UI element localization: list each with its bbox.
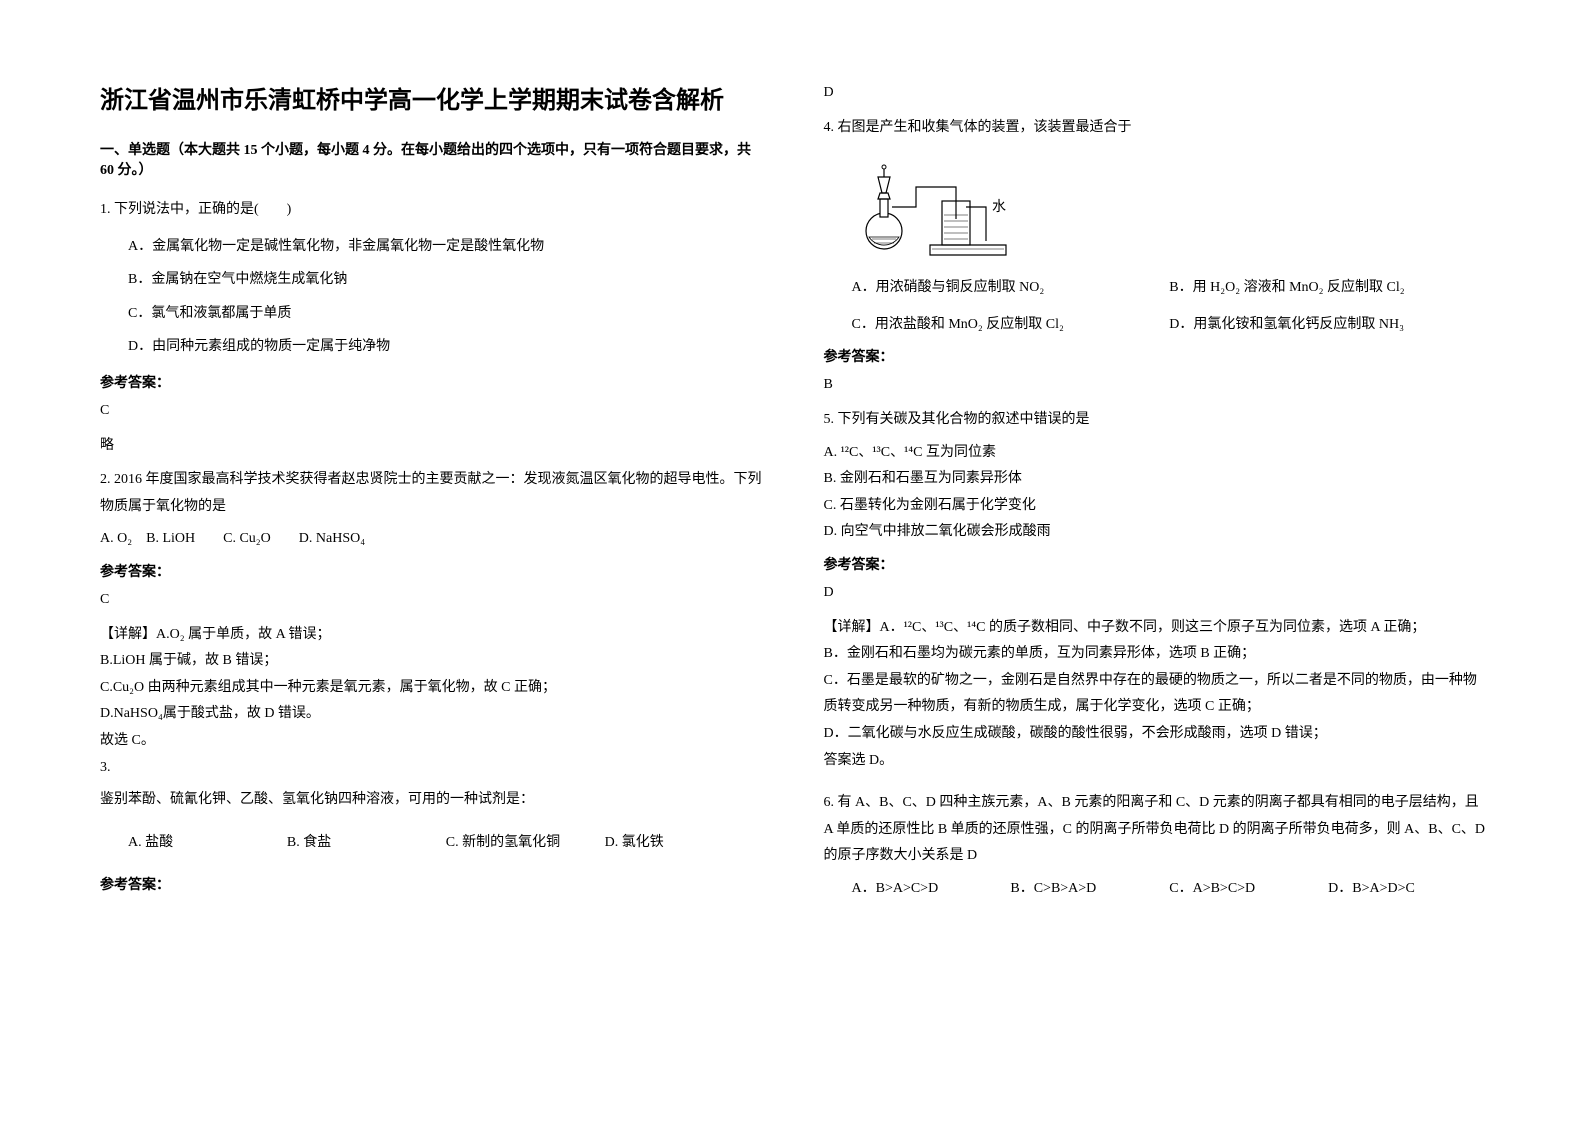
apparatus-icon: 水 (856, 159, 1026, 259)
spacer (100, 856, 764, 866)
q5-expl-1: 【详解】A．¹²C、¹³C、¹⁴C 的质子数相同、中子数不同，则这三个原子互为同… (824, 615, 1488, 642)
q6-opt-b: B．C>B>A>D (1010, 876, 1169, 903)
q5-opt-a: A. ¹²C、¹³C、¹⁴C 互为同位素 (824, 440, 1488, 467)
q6-opt-d: D．B>A>D>C (1328, 876, 1487, 903)
q2-expl-3: C.Cu₂O 由两种元素组成其中一种元素是氧元素，属于氧化物，故 C 正确； (100, 675, 764, 702)
q3-opt-a: A. 盐酸 (128, 830, 287, 857)
q2-stem: 2. 2016 年度国家最高科学技术奖获得者赵忠贤院士的主要贡献之一：发现液氮温… (100, 467, 764, 520)
q1-opt-b: B．金属钠在空气中燃烧生成氧化钠 (100, 263, 764, 297)
q5-expl-5: 答案选 D。 (824, 748, 1488, 775)
q4-opt-b: B．用 H₂O₂ 溶液和 MnO₂ 反应制取 Cl₂ (1169, 275, 1487, 302)
q1-stem: 1. 下列说法中，正确的是( ) (100, 197, 764, 224)
q1-note: 略 (100, 433, 764, 460)
q2-expl-5: 故选 C。 (100, 728, 764, 755)
q5-expl-2: B．金刚石和石墨均为碳元素的单质，互为同素异形体，选项 B 正确； (824, 641, 1488, 668)
q5-answer-label: 参考答案： (824, 554, 1488, 574)
q4-opt-c: C．用浓盐酸和 MnO₂ 反应制取 Cl₂ (852, 312, 1170, 339)
q4-answer-label: 参考答案： (824, 346, 1488, 366)
q5-opt-c: C. 石墨转化为金刚石属于化学变化 (824, 493, 1488, 520)
spacer (824, 774, 1488, 790)
q1-opt-d: D．由同种元素组成的物质一定属于纯净物 (100, 330, 764, 364)
q5-expl-4: D．二氧化碳与水反应生成碳酸，碳酸的酸性很弱，不会形成酸雨，选项 D 错误； (824, 721, 1488, 748)
water-label: 水 (992, 199, 1006, 215)
q3-opt-d: D. 氯化铁 (605, 830, 764, 857)
q6-options-row: A．B>A>C>D B．C>B>A>D C．A>B>C>D D．B>A>D>C (824, 876, 1488, 903)
q4-opt-d: D．用氯化铵和氢氧化钙反应制取 NH₃ (1169, 312, 1487, 339)
apparatus-diagram: 水 (856, 159, 1488, 259)
q1-answer: C (100, 398, 764, 425)
q3-number: 3. (100, 755, 764, 782)
q5-opt-b: B. 金刚石和石墨互为同素异形体 (824, 466, 1488, 493)
q3-opt-c: C. 新制的氢氧化铜 (446, 830, 605, 857)
right-column: D 4. 右图是产生和收集气体的装置，该装置最适合于 (824, 80, 1488, 1082)
q4-stem: 4. 右图是产生和收集气体的装置，该装置最适合于 (824, 115, 1488, 142)
q5-stem: 5. 下列有关碳及其化合物的叙述中错误的是 (824, 407, 1488, 434)
q5-answer: D (824, 580, 1488, 607)
q3-answer: D (824, 80, 1488, 107)
q2-expl-1: 【详解】A.O₂ 属于单质，故 A 错误； (100, 622, 764, 649)
left-column: 浙江省温州市乐清虹桥中学高一化学上学期期末试卷含解析 一、单选题（本大题共 15… (100, 80, 764, 1082)
page-title: 浙江省温州市乐清虹桥中学高一化学上学期期末试卷含解析 (100, 80, 764, 115)
q1-opt-c: C．氯气和液氯都属于单质 (100, 297, 764, 331)
q2-expl-2: B.LiOH 属于碱，故 B 错误； (100, 648, 764, 675)
spacer (824, 302, 1488, 312)
spacer (100, 820, 764, 830)
q2-options: A. O₂ B. LiOH C. Cu₂O D. NaHSO₄ (100, 526, 764, 553)
q5-expl-3: C．石墨是最软的矿物之一，金刚石是自然界中存在的最硬的物质之一，所以二者是不同的… (824, 668, 1488, 721)
q2-answer-label: 参考答案： (100, 561, 764, 581)
q6-opt-c: C．A>B>C>D (1169, 876, 1328, 903)
q1-answer-label: 参考答案： (100, 372, 764, 392)
q1-opt-a: A．金属氧化物一定是碱性氧化物，非金属氧化物一定是酸性氧化物 (100, 230, 764, 264)
q3-stem: 鉴别苯酚、硫氰化钾、乙酸、氢氧化钠四种溶液，可用的一种试剂是： (100, 787, 764, 814)
q3-opt-b: B. 食盐 (287, 830, 446, 857)
q2-expl-4: D.NaHSO₄属于酸式盐，故 D 错误。 (100, 701, 764, 728)
q6-opt-a: A．B>A>C>D (852, 876, 1011, 903)
q4-opts-row2: C．用浓盐酸和 MnO₂ 反应制取 Cl₂ D．用氯化铵和氢氧化钙反应制取 NH… (824, 312, 1488, 339)
section-1-label: 一、单选题（本大题共 15 个小题，每小题 4 分。在每小题给出的四个选项中，只… (100, 139, 764, 179)
q5-opt-d: D. 向空气中排放二氧化碳会形成酸雨 (824, 519, 1488, 546)
q6-stem: 6. 有 A、B、C、D 四种主族元素，A、B 元素的阳离子和 C、D 元素的阴… (824, 790, 1488, 870)
q4-answer: B (824, 372, 1488, 399)
q3-options-row: A. 盐酸 B. 食盐 C. 新制的氢氧化铜 D. 氯化铁 (100, 830, 764, 857)
q3-answer-label: 参考答案： (100, 874, 764, 894)
q4-opts-row1: A．用浓硝酸与铜反应制取 NO₂ B．用 H₂O₂ 溶液和 MnO₂ 反应制取 … (824, 275, 1488, 302)
q2-answer: C (100, 587, 764, 614)
q4-opt-a: A．用浓硝酸与铜反应制取 NO₂ (852, 275, 1170, 302)
